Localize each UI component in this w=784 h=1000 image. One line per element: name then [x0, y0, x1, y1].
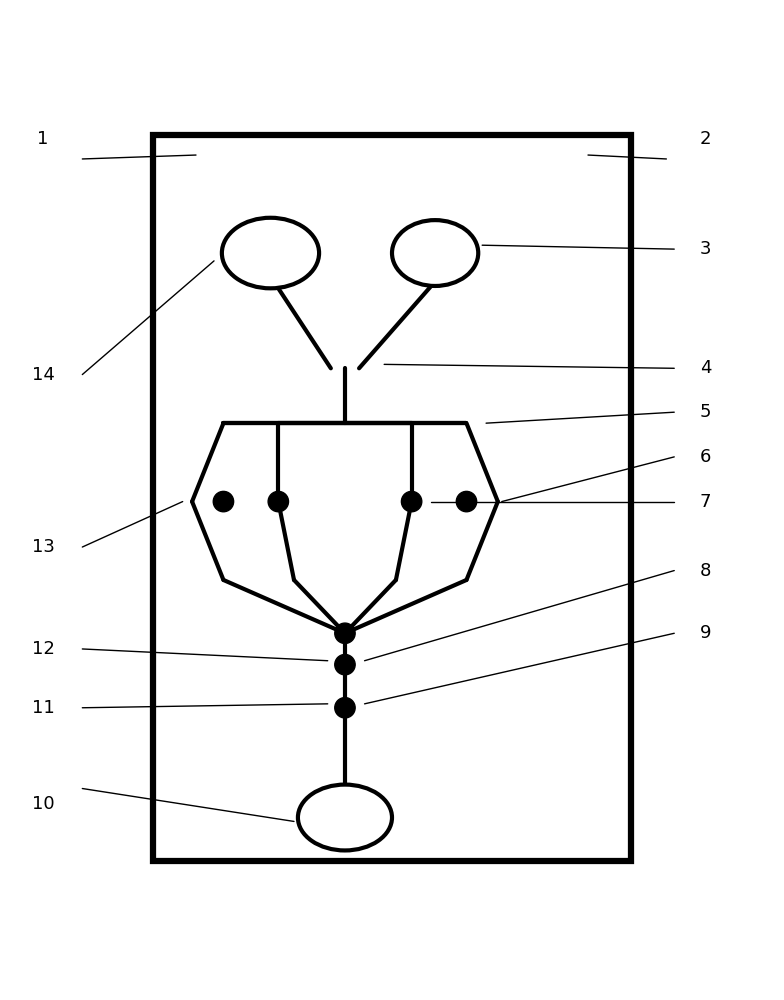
- Text: 7: 7: [700, 493, 711, 511]
- Ellipse shape: [298, 785, 392, 850]
- Text: 14: 14: [31, 366, 55, 384]
- Text: 2: 2: [700, 130, 711, 148]
- Circle shape: [213, 491, 234, 512]
- Bar: [153, 135, 631, 861]
- Text: 8: 8: [700, 562, 711, 580]
- Circle shape: [456, 491, 477, 512]
- Text: 1: 1: [38, 130, 49, 148]
- Text: 11: 11: [31, 699, 55, 717]
- Text: 10: 10: [32, 795, 54, 813]
- Circle shape: [401, 491, 422, 512]
- Text: 9: 9: [700, 624, 711, 642]
- Circle shape: [268, 491, 289, 512]
- Text: 6: 6: [700, 448, 711, 466]
- Text: 3: 3: [700, 240, 711, 258]
- Circle shape: [335, 698, 355, 718]
- Ellipse shape: [392, 220, 478, 286]
- Text: 12: 12: [31, 640, 55, 658]
- Text: 4: 4: [700, 359, 711, 377]
- Text: 5: 5: [700, 403, 711, 421]
- Ellipse shape: [222, 218, 319, 288]
- Circle shape: [335, 654, 355, 675]
- Circle shape: [335, 623, 355, 643]
- Text: 13: 13: [31, 538, 55, 556]
